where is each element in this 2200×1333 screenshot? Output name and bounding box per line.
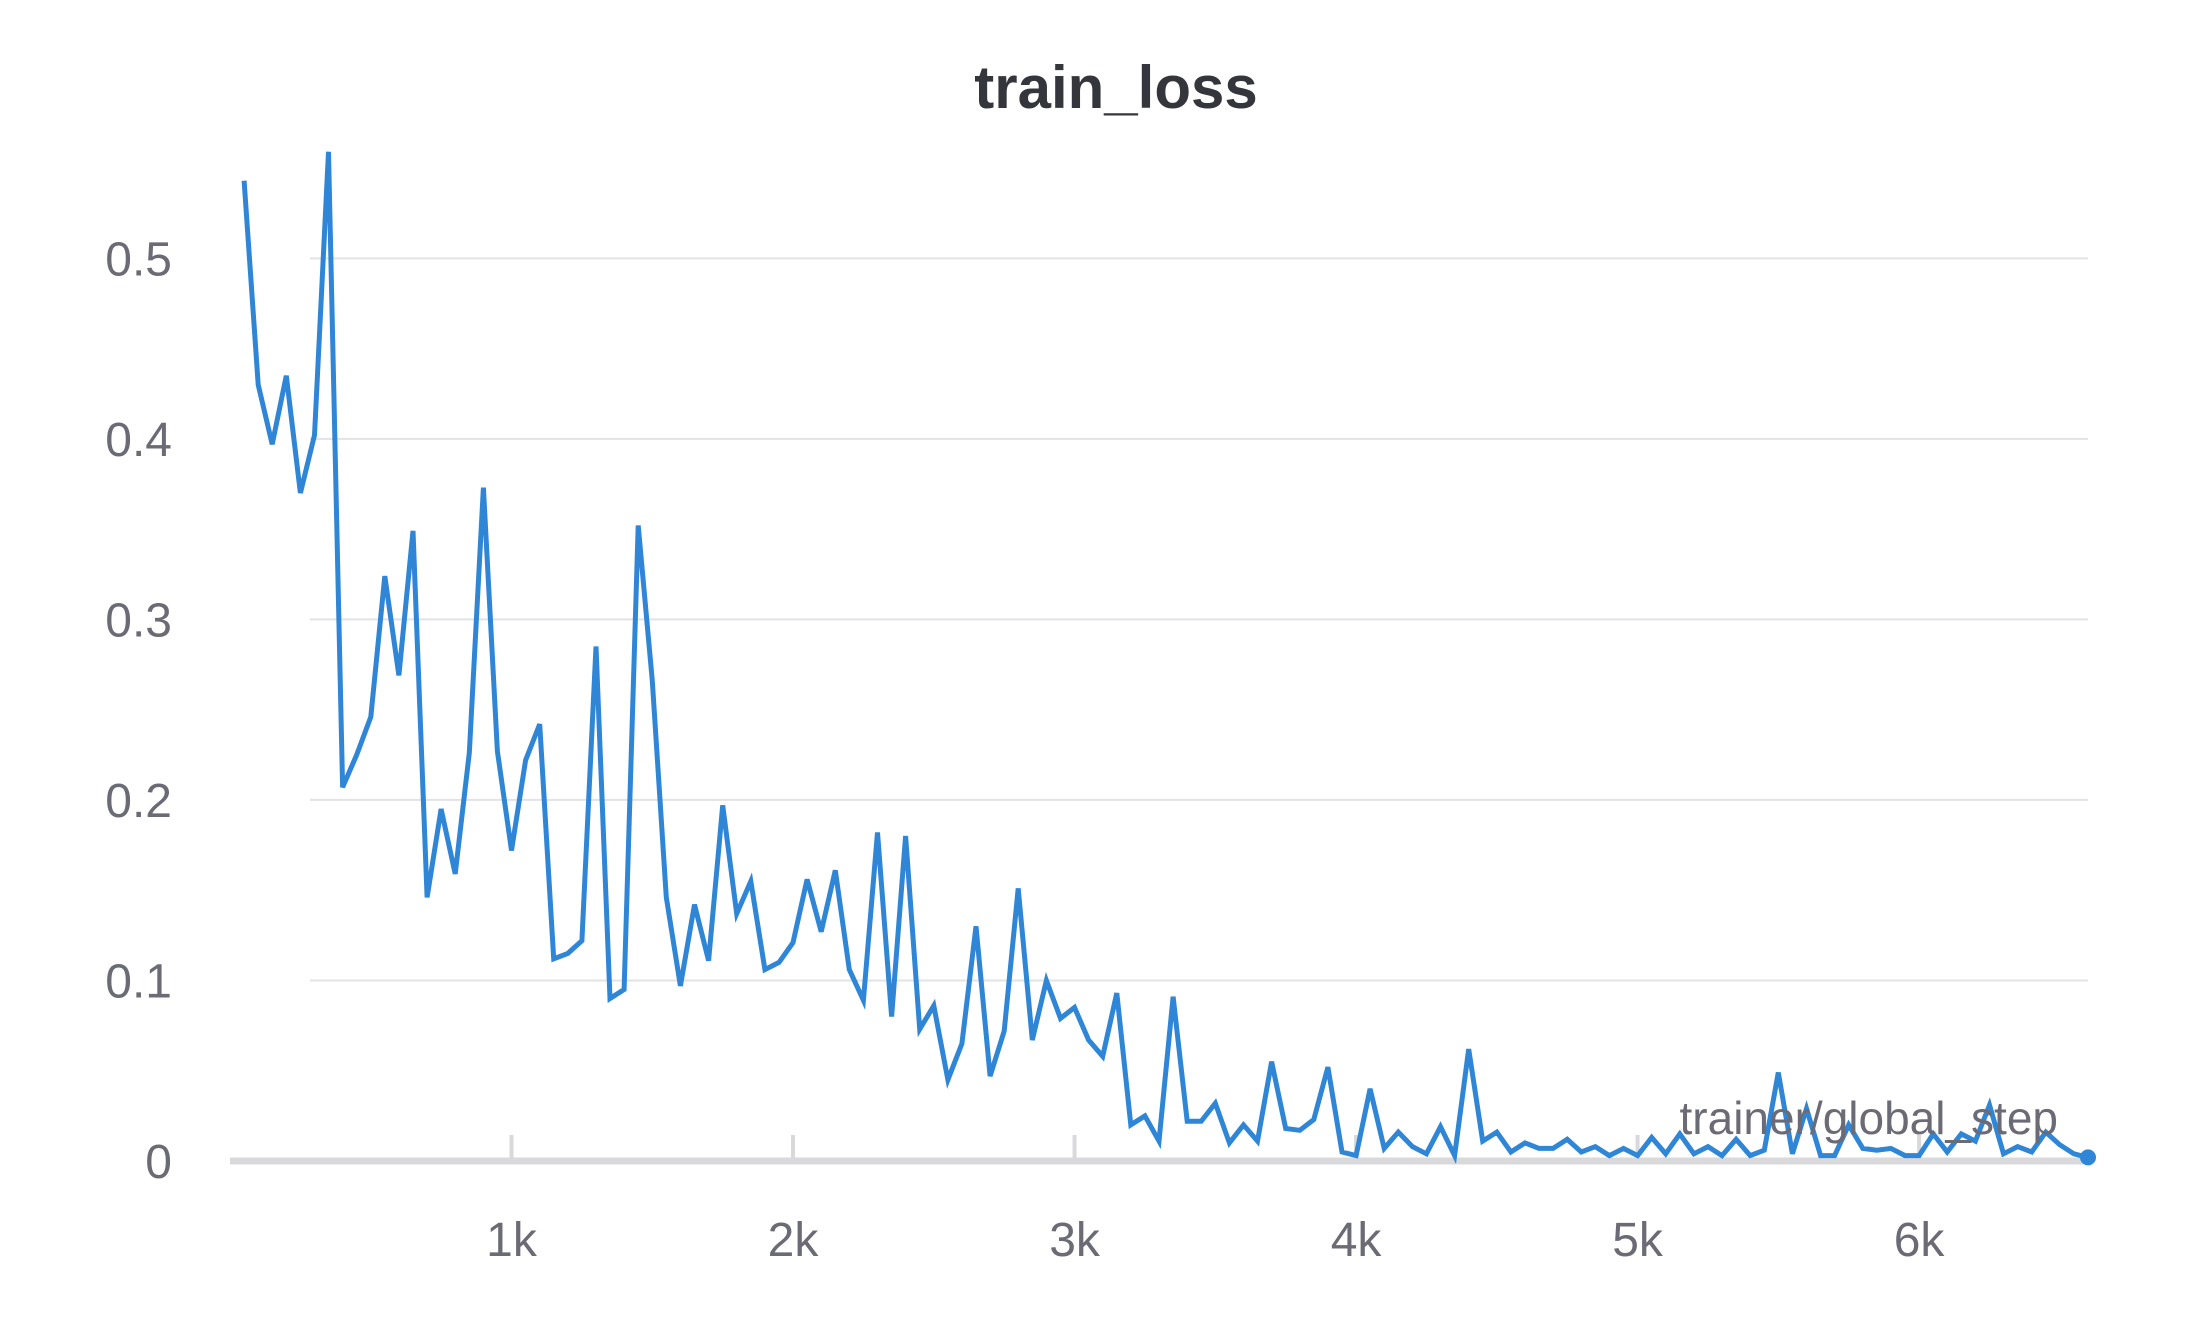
chart-title: train_loss xyxy=(974,54,1257,121)
x-tick-label: 5k xyxy=(1612,1214,1664,1267)
x-tick-label: 3k xyxy=(1049,1214,1101,1267)
x-tick-label: 4k xyxy=(1331,1214,1383,1267)
x-axis-tick-labels: 1k 2k 3k 4k 5k 6k xyxy=(486,1214,1945,1267)
y-tick-label: 0 xyxy=(145,1136,172,1189)
series-layer xyxy=(241,151,2096,1166)
x-tick-label: 6k xyxy=(1894,1214,1946,1267)
y-tick-label: 0.2 xyxy=(105,775,172,828)
series-end-point xyxy=(2080,1149,2096,1166)
y-tick-label: 0.1 xyxy=(105,955,172,1008)
x-tick-label: 1k xyxy=(486,1214,538,1267)
y-axis-tick-labels: 0 0.1 0.2 0.3 0.4 0.5 xyxy=(105,233,172,1189)
x-axis-label: trainer/global_step xyxy=(1680,1092,2058,1144)
y-tick-label: 0.3 xyxy=(105,594,172,647)
series-line xyxy=(241,151,2089,1165)
gridlines xyxy=(310,257,2088,982)
y-tick-label: 0.5 xyxy=(105,233,172,286)
x-tick-label: 2k xyxy=(768,1214,820,1267)
y-tick-label: 0.4 xyxy=(105,414,172,467)
